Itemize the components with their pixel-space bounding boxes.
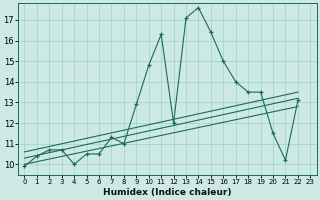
X-axis label: Humidex (Indice chaleur): Humidex (Indice chaleur): [103, 188, 232, 197]
